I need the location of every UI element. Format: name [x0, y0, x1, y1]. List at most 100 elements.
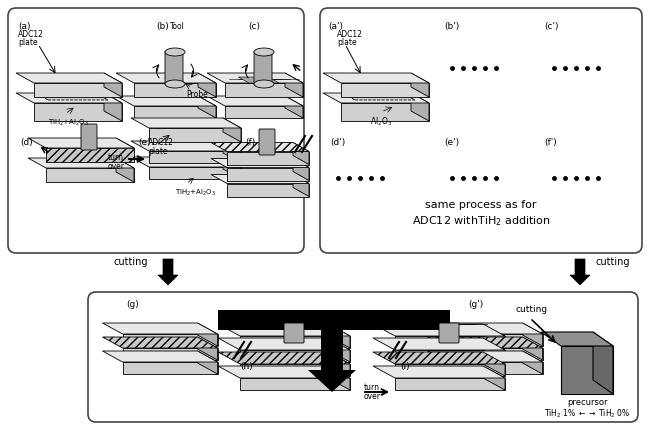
- Polygon shape: [238, 77, 279, 83]
- Text: (a): (a): [18, 22, 31, 31]
- Polygon shape: [447, 348, 543, 360]
- Text: same process as for: same process as for: [425, 200, 537, 210]
- Polygon shape: [28, 158, 134, 168]
- Polygon shape: [223, 157, 241, 179]
- Polygon shape: [225, 83, 303, 97]
- Text: ADC12: ADC12: [337, 30, 363, 39]
- Ellipse shape: [165, 80, 185, 88]
- Text: ADC12 withTiH$_2$ addition: ADC12 withTiH$_2$ addition: [411, 214, 551, 228]
- Polygon shape: [483, 352, 505, 376]
- Text: over: over: [108, 162, 125, 171]
- Text: (d): (d): [20, 138, 32, 147]
- Polygon shape: [46, 148, 134, 162]
- Polygon shape: [240, 336, 350, 348]
- Polygon shape: [198, 351, 218, 374]
- Text: (b): (b): [156, 22, 169, 31]
- Text: (f'): (f'): [544, 138, 557, 147]
- Polygon shape: [16, 73, 122, 83]
- FancyBboxPatch shape: [439, 323, 459, 343]
- Polygon shape: [211, 159, 309, 168]
- Polygon shape: [428, 337, 543, 348]
- Polygon shape: [104, 73, 122, 97]
- Polygon shape: [328, 352, 350, 376]
- Polygon shape: [483, 324, 505, 348]
- Text: ADC12: ADC12: [18, 30, 44, 39]
- Polygon shape: [223, 141, 241, 163]
- Text: (e): (e): [138, 138, 151, 147]
- Polygon shape: [561, 346, 613, 394]
- Text: (f): (f): [245, 138, 255, 147]
- Polygon shape: [293, 159, 309, 181]
- Polygon shape: [198, 96, 216, 118]
- Text: Tool: Tool: [170, 22, 185, 31]
- Polygon shape: [104, 93, 122, 121]
- Text: (d'): (d'): [330, 138, 345, 147]
- Text: cutting: cutting: [516, 305, 548, 314]
- FancyBboxPatch shape: [284, 323, 304, 343]
- Polygon shape: [116, 158, 134, 182]
- Polygon shape: [103, 351, 218, 362]
- Polygon shape: [308, 370, 356, 392]
- Polygon shape: [373, 352, 505, 364]
- Polygon shape: [218, 324, 350, 336]
- Polygon shape: [293, 175, 309, 197]
- Polygon shape: [341, 103, 429, 121]
- Polygon shape: [218, 366, 350, 378]
- Polygon shape: [149, 167, 241, 179]
- Polygon shape: [34, 83, 122, 97]
- Polygon shape: [395, 336, 505, 348]
- Polygon shape: [411, 93, 429, 121]
- Text: (a'): (a'): [328, 22, 343, 31]
- Polygon shape: [328, 366, 350, 390]
- Ellipse shape: [254, 80, 274, 88]
- Ellipse shape: [254, 48, 274, 56]
- Text: plate: plate: [18, 38, 38, 47]
- Polygon shape: [34, 103, 122, 121]
- Polygon shape: [46, 168, 134, 182]
- Polygon shape: [116, 73, 216, 83]
- Polygon shape: [227, 151, 309, 165]
- Polygon shape: [344, 94, 415, 100]
- Text: TiH$_2$+Al$_2$O$_3$: TiH$_2$+Al$_2$O$_3$: [48, 118, 89, 128]
- Polygon shape: [151, 124, 229, 130]
- Polygon shape: [122, 334, 218, 346]
- Polygon shape: [46, 148, 134, 162]
- Polygon shape: [149, 151, 241, 163]
- Polygon shape: [207, 73, 303, 83]
- Polygon shape: [523, 323, 543, 346]
- Text: TiH$_2$+Al$_2$O$_3$: TiH$_2$+Al$_2$O$_3$: [175, 188, 216, 198]
- Polygon shape: [149, 128, 241, 142]
- Polygon shape: [227, 184, 309, 197]
- Polygon shape: [447, 362, 543, 374]
- Polygon shape: [37, 94, 108, 100]
- Polygon shape: [207, 96, 303, 106]
- Text: cutting: cutting: [114, 257, 148, 267]
- FancyBboxPatch shape: [81, 124, 97, 150]
- Polygon shape: [328, 324, 350, 348]
- Polygon shape: [158, 259, 178, 285]
- Polygon shape: [116, 138, 134, 162]
- Polygon shape: [541, 332, 613, 346]
- Polygon shape: [323, 93, 429, 103]
- Text: over: over: [364, 392, 381, 401]
- Polygon shape: [240, 350, 350, 362]
- Polygon shape: [122, 362, 218, 374]
- FancyBboxPatch shape: [254, 51, 272, 85]
- Polygon shape: [134, 106, 216, 118]
- Bar: [218, 310, 450, 330]
- Polygon shape: [198, 337, 218, 360]
- Polygon shape: [323, 73, 429, 83]
- Text: turn: turn: [364, 383, 380, 392]
- Polygon shape: [483, 366, 505, 390]
- Polygon shape: [411, 73, 429, 97]
- Text: Probe: Probe: [186, 90, 208, 99]
- Polygon shape: [341, 83, 429, 97]
- Polygon shape: [240, 364, 350, 376]
- Polygon shape: [285, 96, 303, 118]
- Polygon shape: [373, 338, 505, 350]
- Polygon shape: [373, 324, 505, 336]
- Text: (i): (i): [400, 362, 410, 371]
- Polygon shape: [28, 138, 134, 148]
- Text: (h): (h): [240, 362, 253, 371]
- Text: cutting: cutting: [596, 257, 630, 267]
